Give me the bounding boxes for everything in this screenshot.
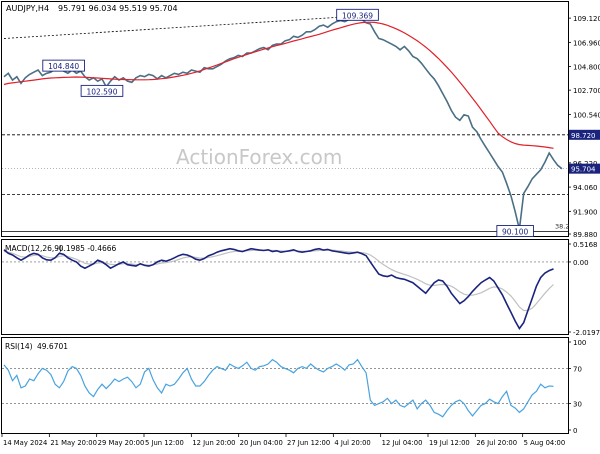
price-level-tag [569,163,600,174]
macd-axis: 0.5168 0.00 -2.0197 [568,241,600,337]
price-tick-label: 109.120 [573,15,600,23]
macd-tick-label: -2.0197 [573,329,600,337]
macd-title: MACD(12,26,9) [5,244,62,253]
macd-values: -0.1985 -0.4666 [56,244,117,253]
price-annotation-box [336,8,379,21]
time-tick-label: 5 Aug 04:00 [524,439,566,447]
price-annotation-label: 109.369 [342,11,373,20]
price-tick-label: 106.960 [573,39,600,47]
price-panel-frame [1,1,569,237]
macd-tick-label: 0.00 [573,259,589,267]
time-tick-label: 26 Jul 20:00 [476,439,517,447]
time-tick-label: 12 Jun 20:00 [192,439,235,447]
time-tick-label: 21 May 20:00 [50,439,97,447]
price-annotation-label: 104.840 [48,62,79,71]
price-tick-label: 104.800 [573,64,600,72]
time-tick-label: 19 Jul 12:00 [429,439,470,447]
price-tick-label: 102.700 [573,87,600,95]
price-annotation-label: 102.590 [86,87,117,96]
price-annotation-box [42,59,85,72]
time-tick-label: 12 Jul 04:00 [382,439,423,447]
retracement-label: 38.2 [555,223,569,231]
rsi-panel-frame [1,337,569,434]
price-tick-label: 89.880 [573,231,598,239]
rsi-tick-label: 0 [573,427,577,435]
price-close-line [3,17,563,230]
price-tick-label: 91.900 [573,208,598,216]
price-reference-lines: 38.2 [2,134,569,232]
watermark: ActionForex.com [176,145,342,169]
rsi-values: 49.6701 [37,342,68,351]
rsi-tick-label: 70 [573,365,582,373]
macd-signal-line [3,249,554,312]
price-annotation-label: 90.100 [502,228,528,237]
moving-average-line [3,21,554,149]
price-axis: 109.120 106.960 104.800 102.700 100.540 98.72… [568,15,600,239]
price-annotation-box [80,84,124,97]
time-tick-label: 20 Jun 04:00 [240,439,283,447]
price-series-group [3,15,563,230]
price-level-tag-label: 95.704 [571,166,596,174]
macd-tick-label: 0.5168 [573,241,598,249]
rsi-axis: 100 70 30 0 [568,339,586,435]
price-level-tag-label: 98.720 [571,132,596,140]
time-tick-label: 27 Jun 12:00 [287,439,330,447]
price-level-tag [569,129,600,140]
time-axis: 14 May 2024 21 May 20:00 29 May 20:00 5 Jun… [1,434,566,447]
price-annotation-box [496,225,534,237]
rsi-series-group [2,358,568,418]
chart-ohlc: 95.791 96.034 95.519 95.704 [58,4,178,13]
time-tick-label: 4 Jul 20:00 [334,439,370,447]
price-tick-label: 100.540 [573,111,600,119]
chart-symbol: AUDJPY,H4 [6,4,49,13]
price-tick-label: 94.060 [573,184,598,192]
rsi-line [3,358,554,418]
trendline [3,15,358,39]
macd-panel-frame [1,239,569,335]
price-annotations-group: 109.369 104.840 102.590 90.100 [42,8,534,237]
macd-series-group [2,247,568,330]
time-tick-label: 29 May 20:00 [98,439,145,447]
rsi-tick-label: 100 [573,339,586,347]
rsi-title: RSI(14) [5,342,33,351]
time-tick-label: 14 May 2024 [3,439,47,447]
macd-line [3,247,554,330]
rsi-tick-label: 30 [573,401,582,409]
time-tick-label: 5 Jun 12:00 [145,439,184,447]
